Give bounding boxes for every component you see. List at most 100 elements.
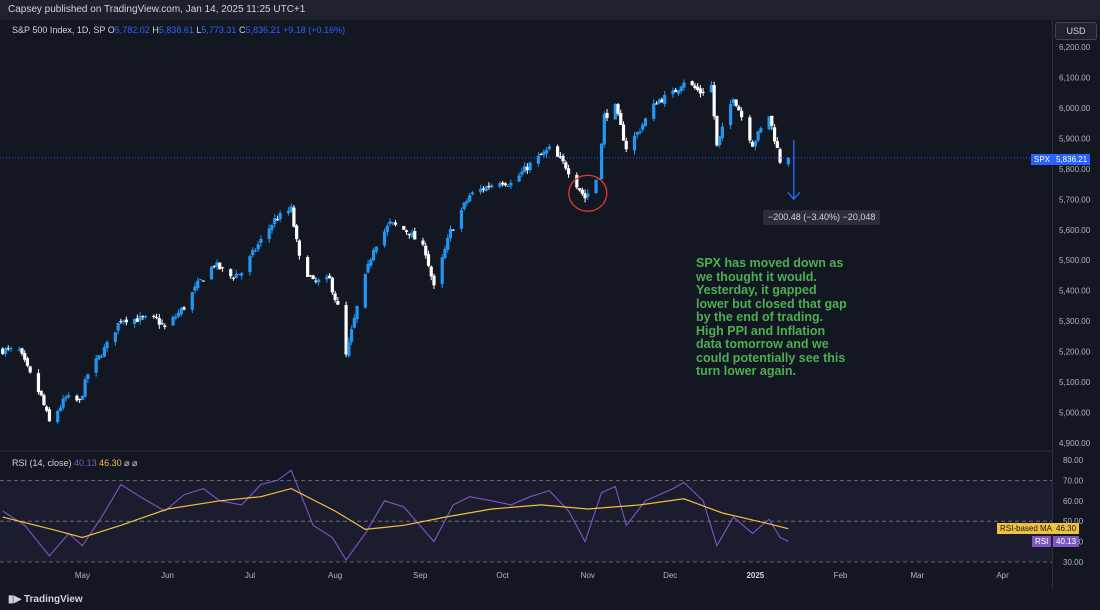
rsi-legend-value: 40.13 <box>74 458 97 468</box>
candle-body <box>385 225 389 232</box>
candle-body <box>440 257 444 285</box>
candle-body <box>698 88 703 94</box>
candle-body <box>388 221 392 225</box>
price-symbol-tag: SPX <box>1031 154 1054 165</box>
candle-body <box>179 308 183 315</box>
price-value-tag: 5,836.21 <box>1053 154 1091 165</box>
rsi-legend: RSI (14, close) 40.13 46.30 ⌀ ⌀ <box>12 458 137 469</box>
candle-body <box>558 156 562 158</box>
candle-body <box>413 231 417 240</box>
candle-body <box>767 116 771 130</box>
candle-body <box>619 113 623 125</box>
candle-body <box>734 99 738 106</box>
candle-body <box>157 318 161 325</box>
candle-body <box>786 157 790 165</box>
candle-body <box>160 323 164 325</box>
candle-body <box>171 317 175 326</box>
candle-body <box>421 240 425 245</box>
x-tick-label: Jun <box>161 571 174 580</box>
candle-body <box>363 273 367 308</box>
candle-body <box>270 225 274 231</box>
measure-arrow-head <box>787 191 801 201</box>
x-tick-label: Oct <box>496 571 509 580</box>
price-legend: S&P 500 Index, 1D, SP O5,782.02 H5,838.6… <box>12 25 345 35</box>
candle-body <box>465 200 469 204</box>
candle-body <box>369 259 373 266</box>
candle-body <box>80 395 85 400</box>
candle-body <box>731 99 735 103</box>
candle-body <box>371 249 376 261</box>
chart-canvas[interactable]: May Jun Jul Aug Sep Oct Nov Dec 2025 Feb Mar Apr <box>0 20 1052 590</box>
candle-body <box>251 249 255 256</box>
candle-body <box>676 90 681 94</box>
candle-body <box>141 316 145 318</box>
rsi-legend-label: RSI (14, close) <box>12 458 72 468</box>
price-tick-label: 5,300.00 <box>1059 317 1091 326</box>
candle-body <box>229 269 233 277</box>
tradingview-logo[interactable]: ▮▶ TradingView <box>8 590 83 610</box>
candle-body <box>577 188 582 191</box>
candle-body <box>487 185 491 187</box>
candle-body <box>132 318 137 325</box>
rsi-legend-icons[interactable]: ⌀ ⌀ <box>124 458 138 468</box>
candle-body <box>209 266 214 280</box>
candle-body <box>696 86 700 91</box>
candle-body <box>490 185 494 188</box>
candle-body <box>163 325 167 328</box>
candle-body <box>528 162 532 171</box>
candle-body <box>484 186 488 192</box>
candle-body <box>443 248 447 259</box>
legend-low: 5,773.31 <box>201 25 237 35</box>
candle-body <box>201 280 205 282</box>
candle-body <box>506 185 510 187</box>
rsi-tick-label: 60.00 <box>1063 497 1084 506</box>
price-tick-label: 5,100.00 <box>1059 378 1091 387</box>
candle-body <box>536 155 540 164</box>
candle-body <box>479 188 483 193</box>
legend-c-label: C <box>238 25 246 35</box>
price-scale[interactable]: 6,200.00 6,100.00 6,000.00 5,900.00 5,800.00… <box>1052 20 1100 590</box>
x-tick-label: Feb <box>834 571 848 580</box>
candle-body <box>555 146 560 157</box>
candle-body <box>402 226 406 230</box>
candle-body <box>643 118 648 126</box>
rsi-tag-label: RSI <box>1032 536 1052 547</box>
rsi-ma-line <box>2 487 789 539</box>
candle-body <box>182 307 186 310</box>
candle-body <box>36 373 41 393</box>
candle-body <box>566 168 571 175</box>
candle-body <box>218 262 222 270</box>
candle-body <box>275 219 280 221</box>
candle-body <box>259 238 263 243</box>
candle-body <box>391 222 395 224</box>
candle-body <box>273 218 277 225</box>
candle-body <box>594 179 598 193</box>
candle-body <box>278 212 282 220</box>
candle-body <box>602 114 606 145</box>
candle-body <box>429 266 433 277</box>
candle-body <box>481 188 486 190</box>
currency-button[interactable]: USD <box>1055 22 1097 40</box>
price-tick-label: 6,200.00 <box>1059 43 1091 52</box>
price-tick-label: 5,000.00 <box>1059 409 1091 418</box>
price-tick-label: 5,700.00 <box>1059 195 1091 204</box>
candle-body <box>237 274 241 276</box>
candle-body <box>407 233 411 236</box>
legend-open: 5,782.02 <box>114 25 150 35</box>
candle-body <box>78 399 82 401</box>
candle-body <box>308 275 312 277</box>
candle-body <box>306 257 310 277</box>
candle-body <box>174 316 178 319</box>
candle-body <box>393 222 398 225</box>
x-tick-label: 2025 <box>746 571 764 580</box>
measure-label[interactable]: −200.48 (−3.40%) −20,048 <box>763 210 881 225</box>
candle-body <box>690 81 694 86</box>
candle-body <box>20 348 24 354</box>
candle-body <box>349 329 354 342</box>
candle-body <box>501 182 505 185</box>
x-tick-label: May <box>75 571 90 580</box>
candle-body <box>410 232 414 237</box>
candle-body <box>635 132 639 135</box>
candle-body <box>468 195 472 202</box>
analysis-note[interactable]: SPX has moved down as we thought it woul… <box>696 256 847 378</box>
